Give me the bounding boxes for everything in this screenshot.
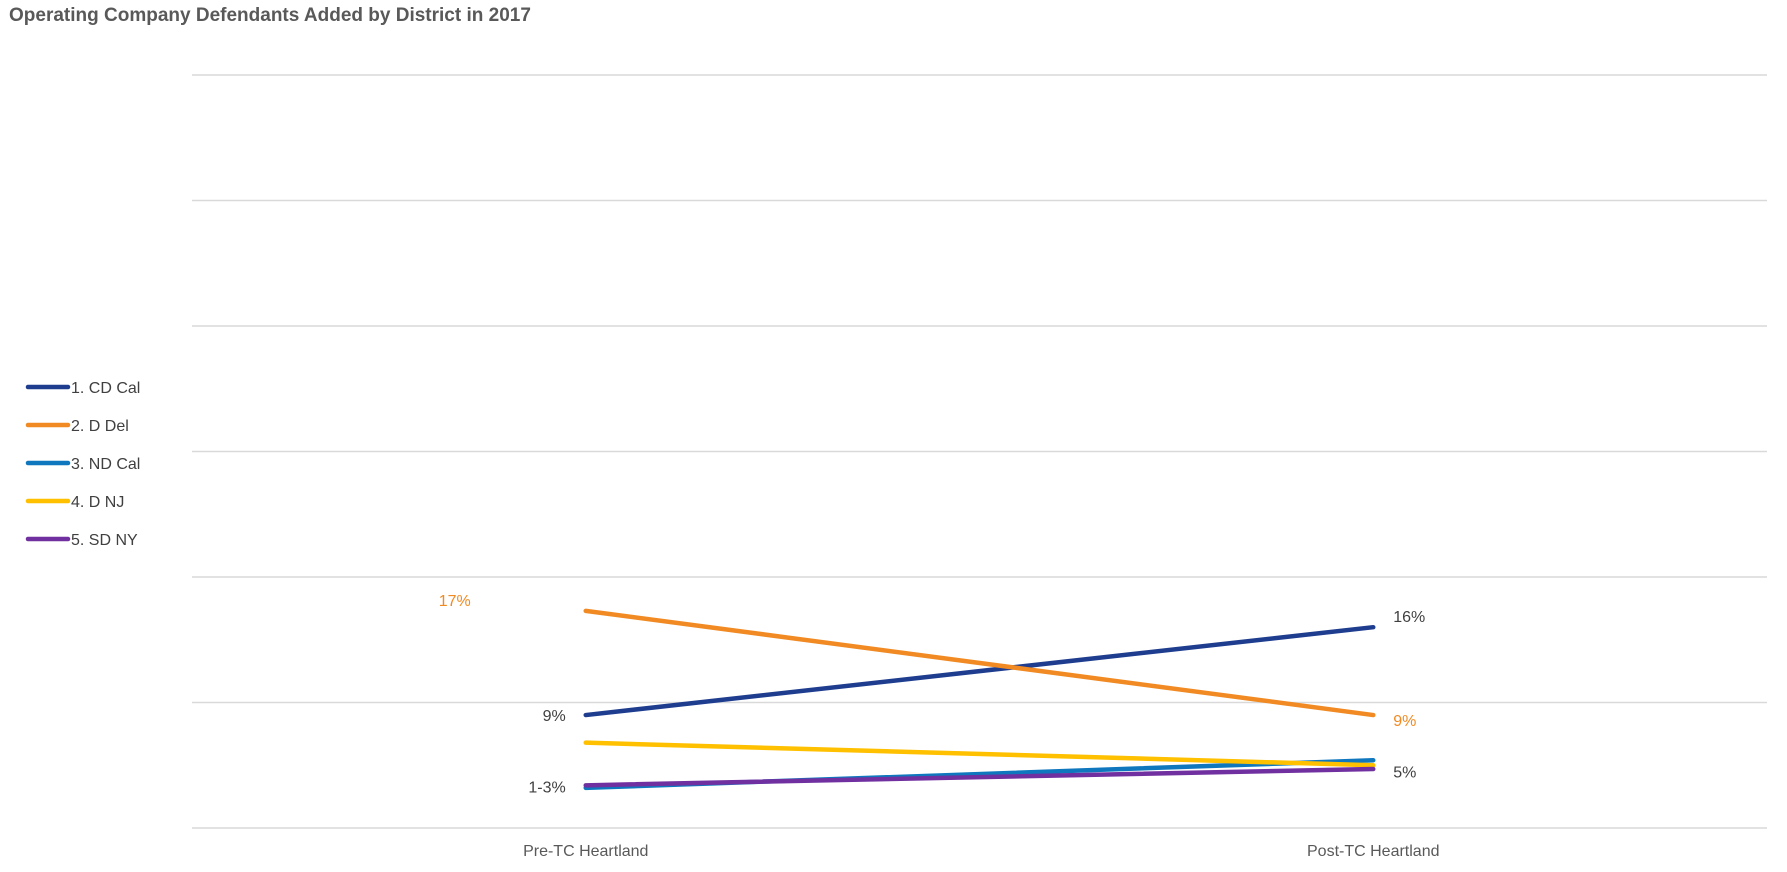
x-tick-label: Pre-TC Heartland — [523, 843, 648, 860]
x-tick-label: Post-TC Heartland — [1307, 843, 1440, 860]
legend-label: 1. CD Cal — [71, 380, 140, 397]
series-line-2 — [586, 611, 1374, 715]
data-label: 1-3% — [528, 780, 565, 797]
series-lines — [586, 611, 1374, 788]
series-line-5 — [586, 769, 1374, 785]
data-label: 9% — [543, 708, 566, 725]
legend-label: 4. D NJ — [71, 494, 124, 511]
data-label: 9% — [1393, 713, 1416, 730]
gridlines — [192, 75, 1767, 828]
legend-label: 2. D Del — [71, 418, 129, 435]
data-labels: 17% 9% 1-3% 16% 9% 5% — [439, 593, 1426, 797]
legend-label: 3. ND Cal — [71, 456, 140, 473]
series-line-4 — [586, 743, 1374, 766]
data-label: 5% — [1393, 765, 1416, 782]
legend: 1. CD Cal 2. D Del 3. ND Cal 4. D NJ 5. SD N… — [28, 380, 140, 549]
data-label: 17% — [439, 593, 471, 610]
legend-label: 5. SD NY — [71, 532, 138, 549]
x-axis-tick-labels: Pre-TC Heartland Post-TC Heartland — [523, 843, 1439, 860]
data-label: 16% — [1393, 609, 1425, 626]
